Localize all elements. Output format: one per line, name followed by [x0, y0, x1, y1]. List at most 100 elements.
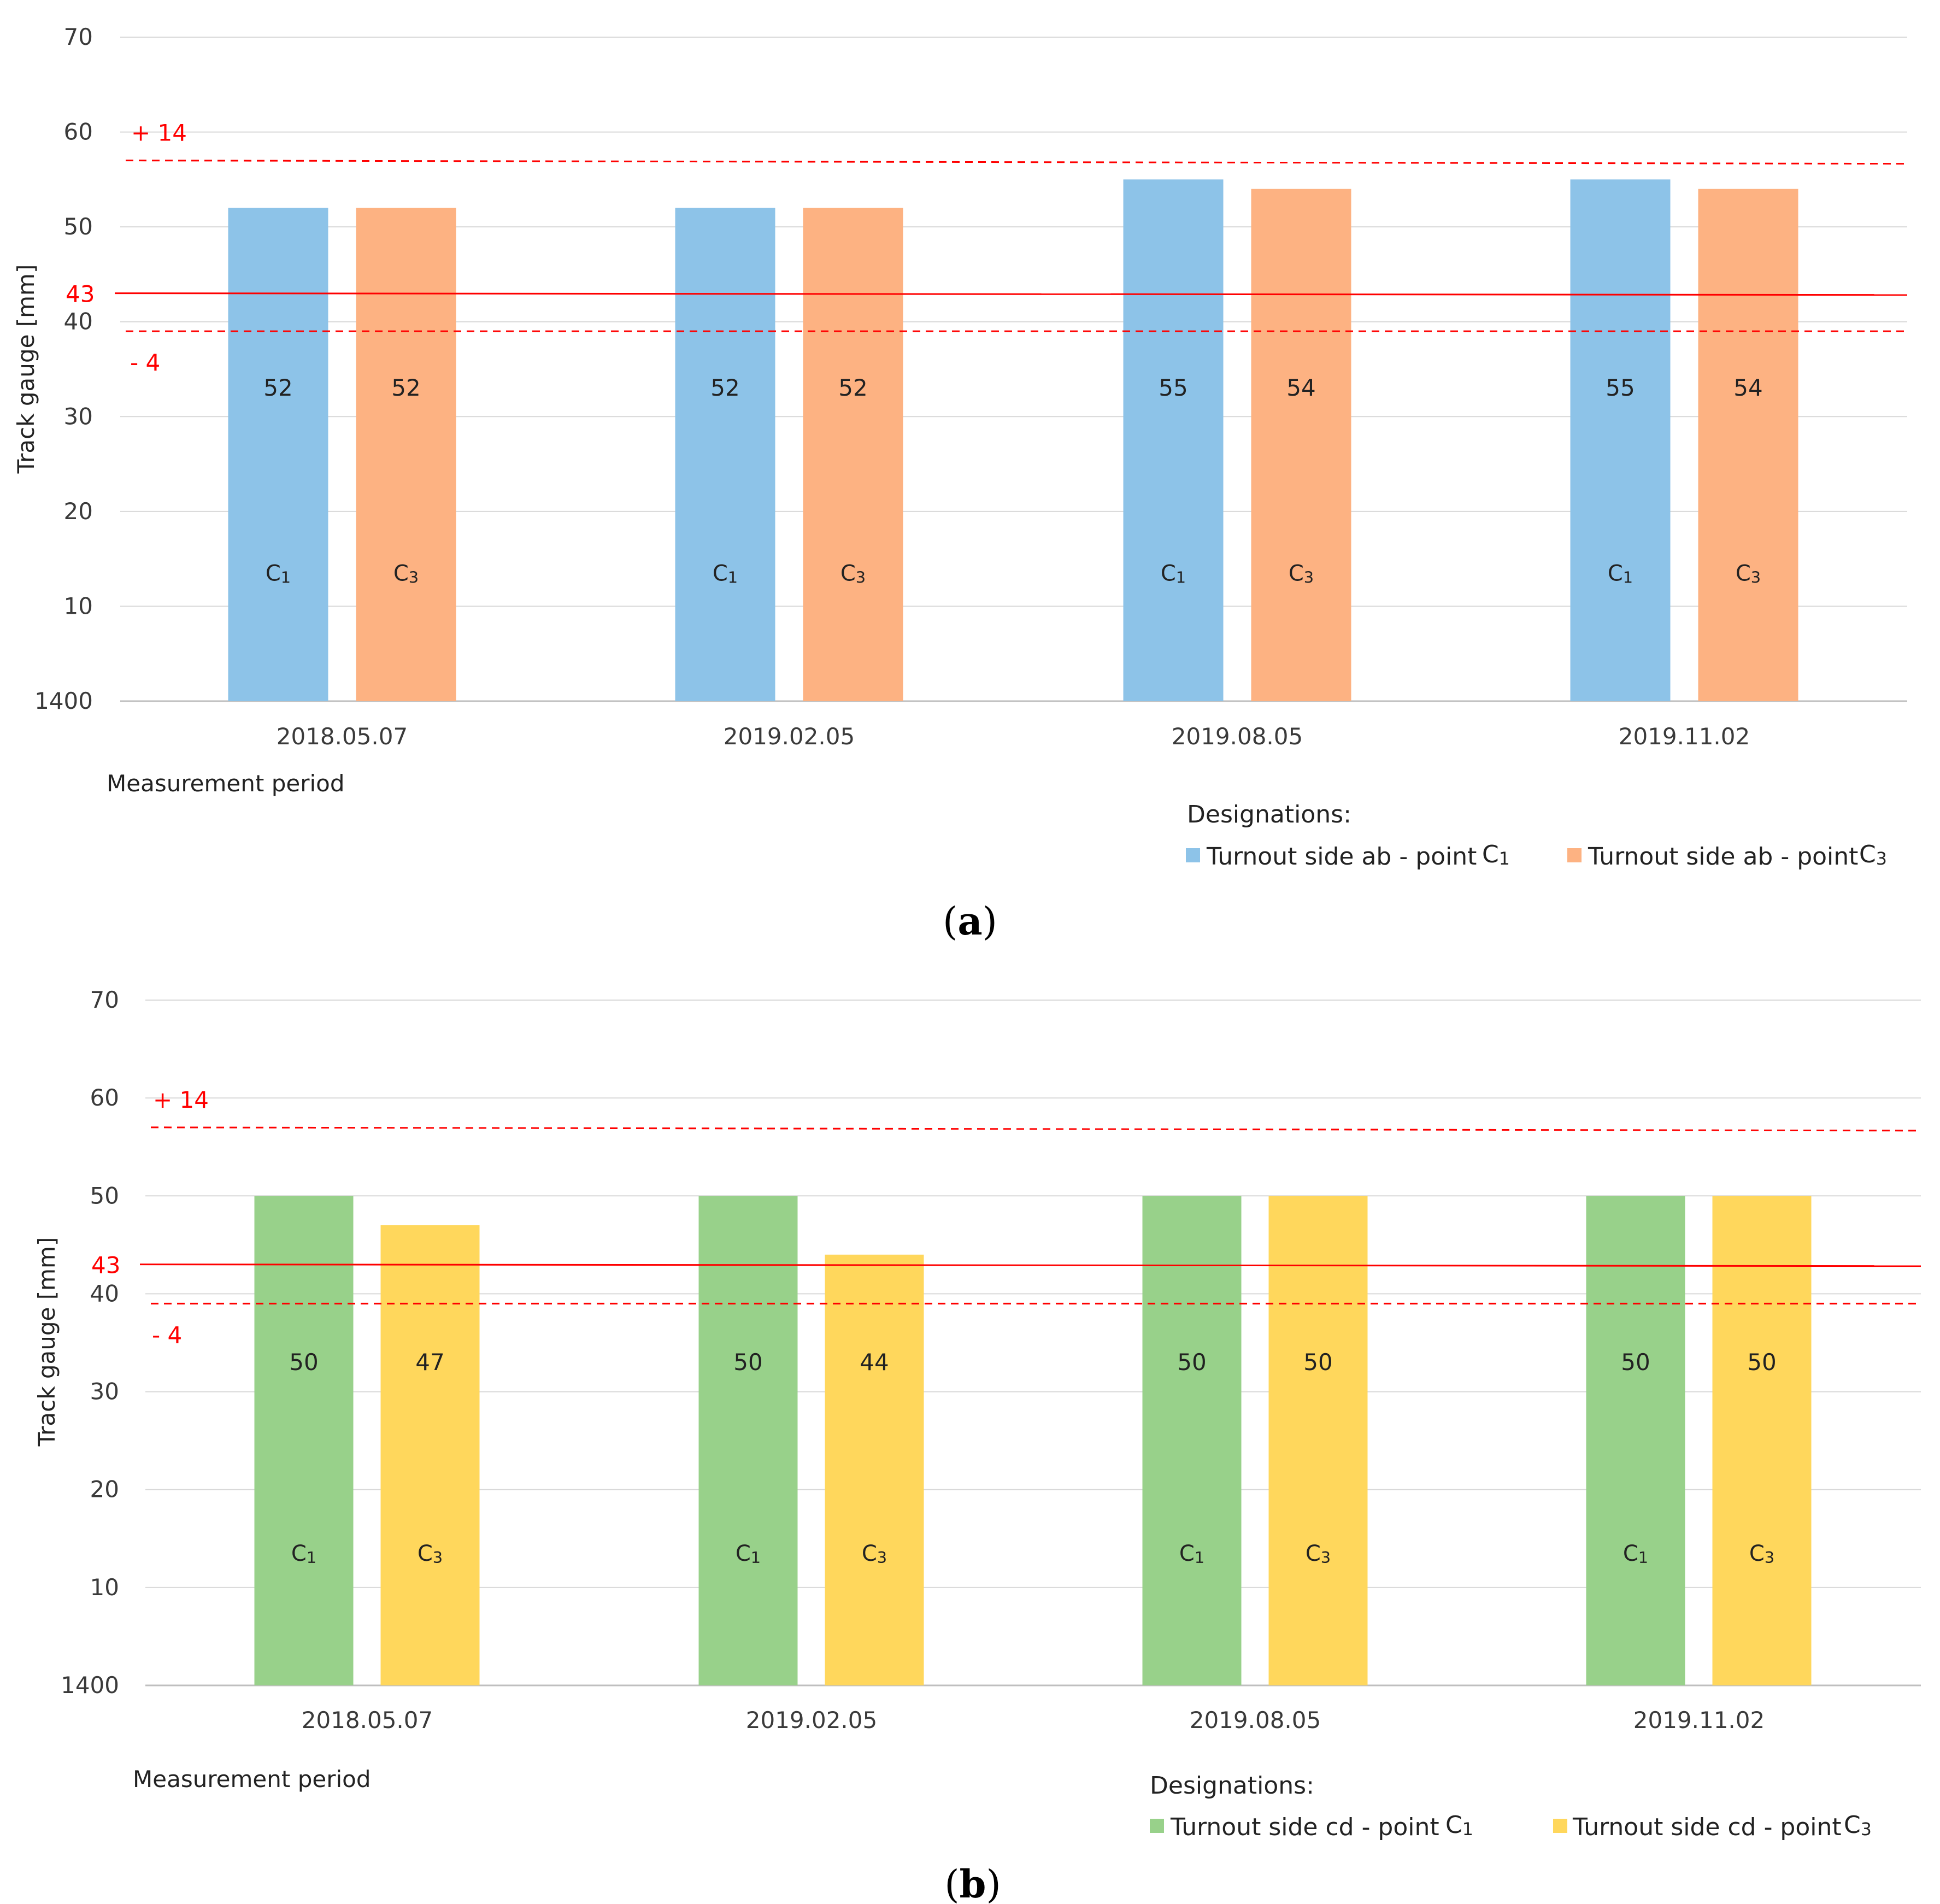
bar-c1-3 — [1570, 179, 1671, 701]
bar-data-label: 50 — [1747, 1349, 1776, 1376]
y-tick-label: 1400 — [61, 1672, 119, 1699]
x-tick-label: 2018.05.07 — [277, 723, 408, 750]
legend-entry-label: Turnout side cd - point — [1572, 1813, 1842, 1841]
bar-point-label: C3 — [418, 1541, 443, 1567]
legend-title: Designations: — [1187, 801, 1351, 828]
x-tick-label: 2019.08.05 — [1190, 1707, 1321, 1733]
bar-point-label: C1 — [713, 561, 738, 587]
bar-c3-0 — [380, 1225, 480, 1685]
nominal-gauge-label: 43 — [91, 1252, 120, 1279]
lower-tolerance-label: - 4 — [130, 349, 160, 376]
y-axis-title: Track gauge [mm] — [33, 1237, 60, 1447]
chart-panel-a: 1400 10 20 30 40 50 60 70 52 C1 52 C1 55 C1 55 C1 52 C3 52… — [13, 23, 1908, 944]
y-tick-label: 40 — [64, 308, 93, 335]
upper-tolerance-line — [150, 1126, 1921, 1132]
y-tick-label: 70 — [90, 986, 119, 1013]
panel-caption: (a) — [943, 898, 997, 944]
bar-data-label: 50 — [733, 1349, 762, 1376]
bar-point-label: C3 — [1306, 1541, 1331, 1567]
y-tick-label: 10 — [90, 1574, 119, 1601]
bar-data-label: 52 — [263, 374, 292, 401]
bar-point-label: C3 — [840, 561, 866, 587]
legend-entry-label: Turnout side ab - point — [1206, 843, 1477, 871]
bar-point-label: C3 — [862, 1541, 887, 1567]
x-tick-label: 2019.11.02 — [1619, 723, 1750, 750]
y-tick-label: 50 — [90, 1182, 119, 1209]
upper-tolerance-label: + 14 — [153, 1086, 209, 1113]
y-tick-label: 20 — [90, 1476, 119, 1503]
bar-data-label: 47 — [415, 1349, 444, 1376]
bar-c1-0 — [254, 1196, 354, 1685]
legend-title: Designations: — [1150, 1772, 1314, 1800]
bar-data-label: 44 — [860, 1349, 889, 1376]
bar-point-label: C1 — [1623, 1541, 1648, 1567]
bar-point-label: C3 — [1736, 561, 1761, 587]
bar-c3-2 — [1251, 189, 1351, 701]
y-tick-label: 70 — [64, 23, 93, 50]
bar-data-label: 55 — [1606, 374, 1635, 401]
x-tick-label: 2018.05.07 — [302, 1707, 433, 1733]
y-tick-label: 30 — [90, 1378, 119, 1405]
bar-data-label: 50 — [289, 1349, 318, 1376]
x-tick-label: 2019.02.05 — [724, 723, 855, 750]
bar-data-label: 52 — [710, 374, 739, 401]
y-axis-title: Track gauge [mm] — [13, 265, 39, 474]
bar-point-label: C3 — [1749, 1541, 1774, 1567]
nominal-gauge-line — [139, 1264, 1921, 1267]
x-tick-label: 2019.08.05 — [1172, 723, 1303, 750]
panel-caption: (b) — [944, 1861, 1001, 1904]
bar-c3-2 — [1268, 1196, 1368, 1685]
y-tick-label: 50 — [64, 213, 93, 240]
bar-data-label: 52 — [838, 374, 867, 401]
y-tick-label: 30 — [64, 403, 93, 430]
upper-tolerance-line — [125, 160, 1908, 165]
bar-point-label: C3 — [393, 561, 419, 587]
bar-c1-2 — [1142, 1196, 1242, 1685]
bar-point-label: C1 — [1161, 561, 1186, 587]
bar-c3-3 — [1712, 1196, 1812, 1685]
bar-c1-1 — [698, 1196, 798, 1685]
x-tick-label: 2019.11.02 — [1633, 1707, 1765, 1733]
bar-point-label: C1 — [736, 1541, 761, 1567]
bar-point-label: C3 — [1289, 561, 1314, 587]
x-axis-title: Measurement period — [107, 770, 344, 797]
bar-c3-0 — [356, 208, 456, 701]
upper-tolerance-label: + 14 — [131, 120, 187, 146]
bar-c3-1 — [803, 208, 903, 701]
bar-point-label: C1 — [291, 1541, 316, 1567]
legend-swatch — [1186, 848, 1200, 862]
legend-point-label: C1 — [1445, 1811, 1473, 1840]
legend-swatch — [1567, 848, 1582, 862]
legend-swatch — [1553, 1819, 1567, 1833]
bar-data-label: 52 — [391, 374, 420, 401]
legend-point-label: C3 — [1844, 1811, 1872, 1840]
legend-swatch — [1150, 1819, 1164, 1833]
y-tick-label: 20 — [64, 498, 93, 525]
y-tick-label: 1400 — [34, 687, 93, 714]
chart-panel-b: 1400 10 20 30 40 50 60 70 50 C1 50 C1 50 C1 50 C1 47 C3 44… — [33, 986, 1921, 1904]
bar-data-label: 50 — [1303, 1349, 1332, 1376]
legend-entry-label: Turnout side cd - point — [1170, 1813, 1439, 1841]
legend-point-label: C3 — [1859, 841, 1887, 869]
x-axis-title: Measurement period — [133, 1766, 371, 1793]
bar-point-label: C1 — [1179, 1541, 1204, 1567]
bar-c1-1 — [675, 208, 775, 701]
bar-data-label: 55 — [1159, 374, 1187, 401]
bar-c1-2 — [1123, 179, 1224, 701]
y-tick-label: 40 — [90, 1280, 119, 1307]
legend-entry-label: Turnout side ab - point — [1588, 843, 1858, 871]
y-tick-label: 60 — [90, 1084, 119, 1111]
x-tick-label: 2019.02.05 — [746, 1707, 877, 1733]
y-tick-label: 10 — [64, 592, 93, 619]
lower-tolerance-label: - 4 — [152, 1321, 182, 1348]
nominal-gauge-label: 43 — [66, 281, 95, 308]
nominal-gauge-line — [114, 292, 1908, 296]
bar-data-label: 50 — [1177, 1349, 1206, 1376]
bar-c1-3 — [1586, 1196, 1685, 1685]
bar-c3-3 — [1698, 189, 1798, 701]
bar-c1-0 — [228, 208, 328, 701]
bar-data-label: 54 — [1733, 374, 1762, 401]
bar-point-label: C1 — [266, 561, 291, 587]
bar-c3-1 — [825, 1254, 924, 1685]
